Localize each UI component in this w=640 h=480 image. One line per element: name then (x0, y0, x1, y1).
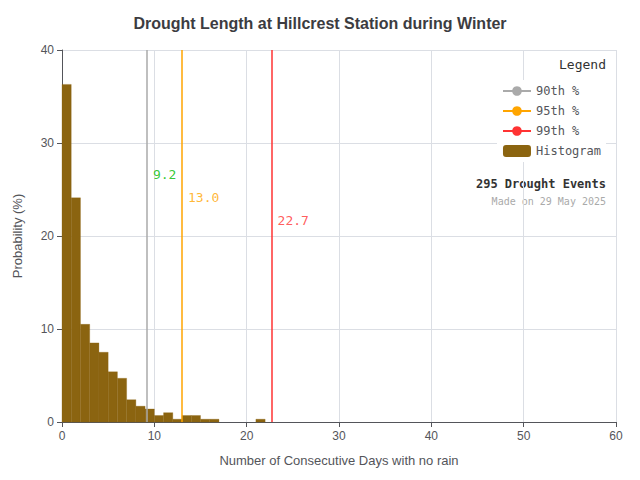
svg-text:Drought Length at Hillcrest St: Drought Length at Hillcrest Station duri… (133, 15, 506, 32)
svg-text:22.7: 22.7 (278, 213, 309, 228)
svg-text:Number of Consecutive Days wit: Number of Consecutive Days with no rain (219, 453, 458, 468)
svg-text:9.2: 9.2 (153, 167, 176, 182)
svg-text:0: 0 (47, 415, 54, 429)
svg-text:295 Drought Events: 295 Drought Events (476, 177, 606, 191)
svg-text:40: 40 (41, 43, 55, 57)
svg-text:Histogram: Histogram (536, 144, 601, 158)
svg-text:60: 60 (609, 429, 623, 443)
svg-text:40: 40 (425, 429, 439, 443)
svg-text:20: 20 (41, 229, 55, 243)
svg-text:0: 0 (59, 429, 66, 443)
svg-text:95th %: 95th % (536, 104, 580, 118)
svg-text:90th %: 90th % (536, 84, 580, 98)
svg-text:30: 30 (41, 136, 55, 150)
svg-text:20: 20 (240, 429, 254, 443)
svg-text:13.0: 13.0 (188, 190, 219, 205)
svg-text:10: 10 (41, 322, 55, 336)
svg-text:50: 50 (517, 429, 531, 443)
svg-text:10: 10 (148, 429, 162, 443)
svg-text:Legend: Legend (559, 57, 606, 72)
svg-text:99th %: 99th % (536, 124, 580, 138)
svg-text:Probability (%): Probability (%) (10, 194, 25, 279)
svg-text:30: 30 (332, 429, 346, 443)
svg-text:Made on 29 May 2025: Made on 29 May 2025 (492, 196, 606, 207)
